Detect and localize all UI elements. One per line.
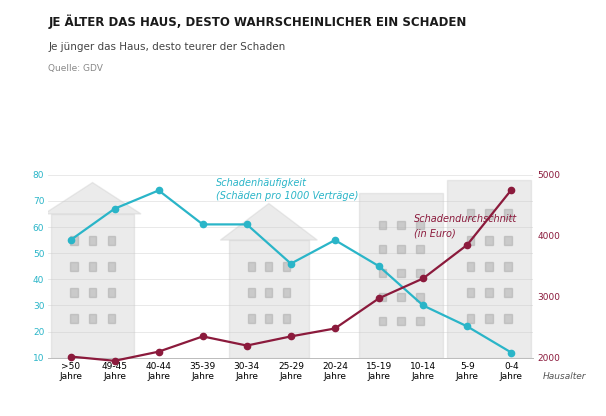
Text: Schadendurchschnitt: Schadendurchschnitt bbox=[415, 213, 518, 223]
Bar bbox=[107, 314, 115, 323]
Bar bbox=[398, 317, 405, 325]
Bar bbox=[467, 314, 474, 323]
Bar bbox=[107, 262, 115, 271]
Bar bbox=[265, 314, 272, 323]
Bar bbox=[398, 269, 405, 277]
Bar bbox=[248, 262, 255, 271]
Bar bbox=[229, 240, 308, 358]
Bar bbox=[248, 288, 255, 297]
Bar bbox=[379, 245, 386, 253]
Bar bbox=[504, 314, 511, 323]
Text: Je jünger das Haus, desto teurer der Schaden: Je jünger das Haus, desto teurer der Sch… bbox=[48, 42, 286, 52]
Bar bbox=[416, 317, 424, 325]
Bar bbox=[398, 292, 405, 301]
Bar bbox=[248, 314, 255, 323]
Bar bbox=[265, 262, 272, 271]
Bar bbox=[107, 288, 115, 297]
Bar bbox=[416, 220, 424, 229]
Bar bbox=[70, 262, 78, 271]
Bar bbox=[485, 209, 493, 218]
Text: Hausalter: Hausalter bbox=[542, 372, 586, 381]
Bar bbox=[89, 235, 96, 245]
Bar bbox=[485, 262, 493, 271]
Bar bbox=[89, 288, 96, 297]
Bar bbox=[379, 220, 386, 229]
Bar bbox=[379, 292, 386, 301]
Bar bbox=[70, 314, 78, 323]
Bar bbox=[283, 262, 290, 271]
Bar bbox=[416, 269, 424, 277]
Bar bbox=[447, 180, 531, 358]
Bar bbox=[283, 288, 290, 297]
Bar bbox=[467, 235, 474, 245]
Bar bbox=[504, 288, 511, 297]
Polygon shape bbox=[221, 203, 318, 240]
Bar bbox=[398, 220, 405, 229]
Text: Schadenhäufigkeit: Schadenhäufigkeit bbox=[216, 178, 307, 188]
Bar bbox=[485, 314, 493, 323]
Bar bbox=[485, 235, 493, 245]
Bar bbox=[467, 262, 474, 271]
Bar bbox=[70, 235, 78, 245]
Bar bbox=[265, 288, 272, 297]
Text: JE ÄLTER DAS HAUS, DESTO WAHRSCHEINLICHER EIN SCHADEN: JE ÄLTER DAS HAUS, DESTO WAHRSCHEINLICHE… bbox=[48, 15, 467, 29]
Bar bbox=[504, 262, 511, 271]
Bar bbox=[416, 292, 424, 301]
Bar bbox=[398, 245, 405, 253]
Bar bbox=[359, 193, 443, 358]
Bar bbox=[51, 214, 135, 358]
Bar bbox=[283, 314, 290, 323]
Bar bbox=[467, 288, 474, 297]
Bar bbox=[467, 209, 474, 218]
Bar bbox=[485, 288, 493, 297]
Bar bbox=[416, 245, 424, 253]
Text: (Schäden pro 1000 Verträge): (Schäden pro 1000 Verträge) bbox=[216, 191, 358, 201]
Bar bbox=[504, 235, 511, 245]
Bar bbox=[504, 209, 511, 218]
Bar bbox=[89, 314, 96, 323]
Bar bbox=[379, 269, 386, 277]
Text: Quelle: GDV: Quelle: GDV bbox=[48, 64, 104, 74]
Bar bbox=[379, 317, 386, 325]
Bar bbox=[70, 288, 78, 297]
Bar bbox=[89, 262, 96, 271]
Text: (in Euro): (in Euro) bbox=[415, 229, 456, 239]
Bar bbox=[107, 235, 115, 245]
Polygon shape bbox=[44, 183, 141, 214]
